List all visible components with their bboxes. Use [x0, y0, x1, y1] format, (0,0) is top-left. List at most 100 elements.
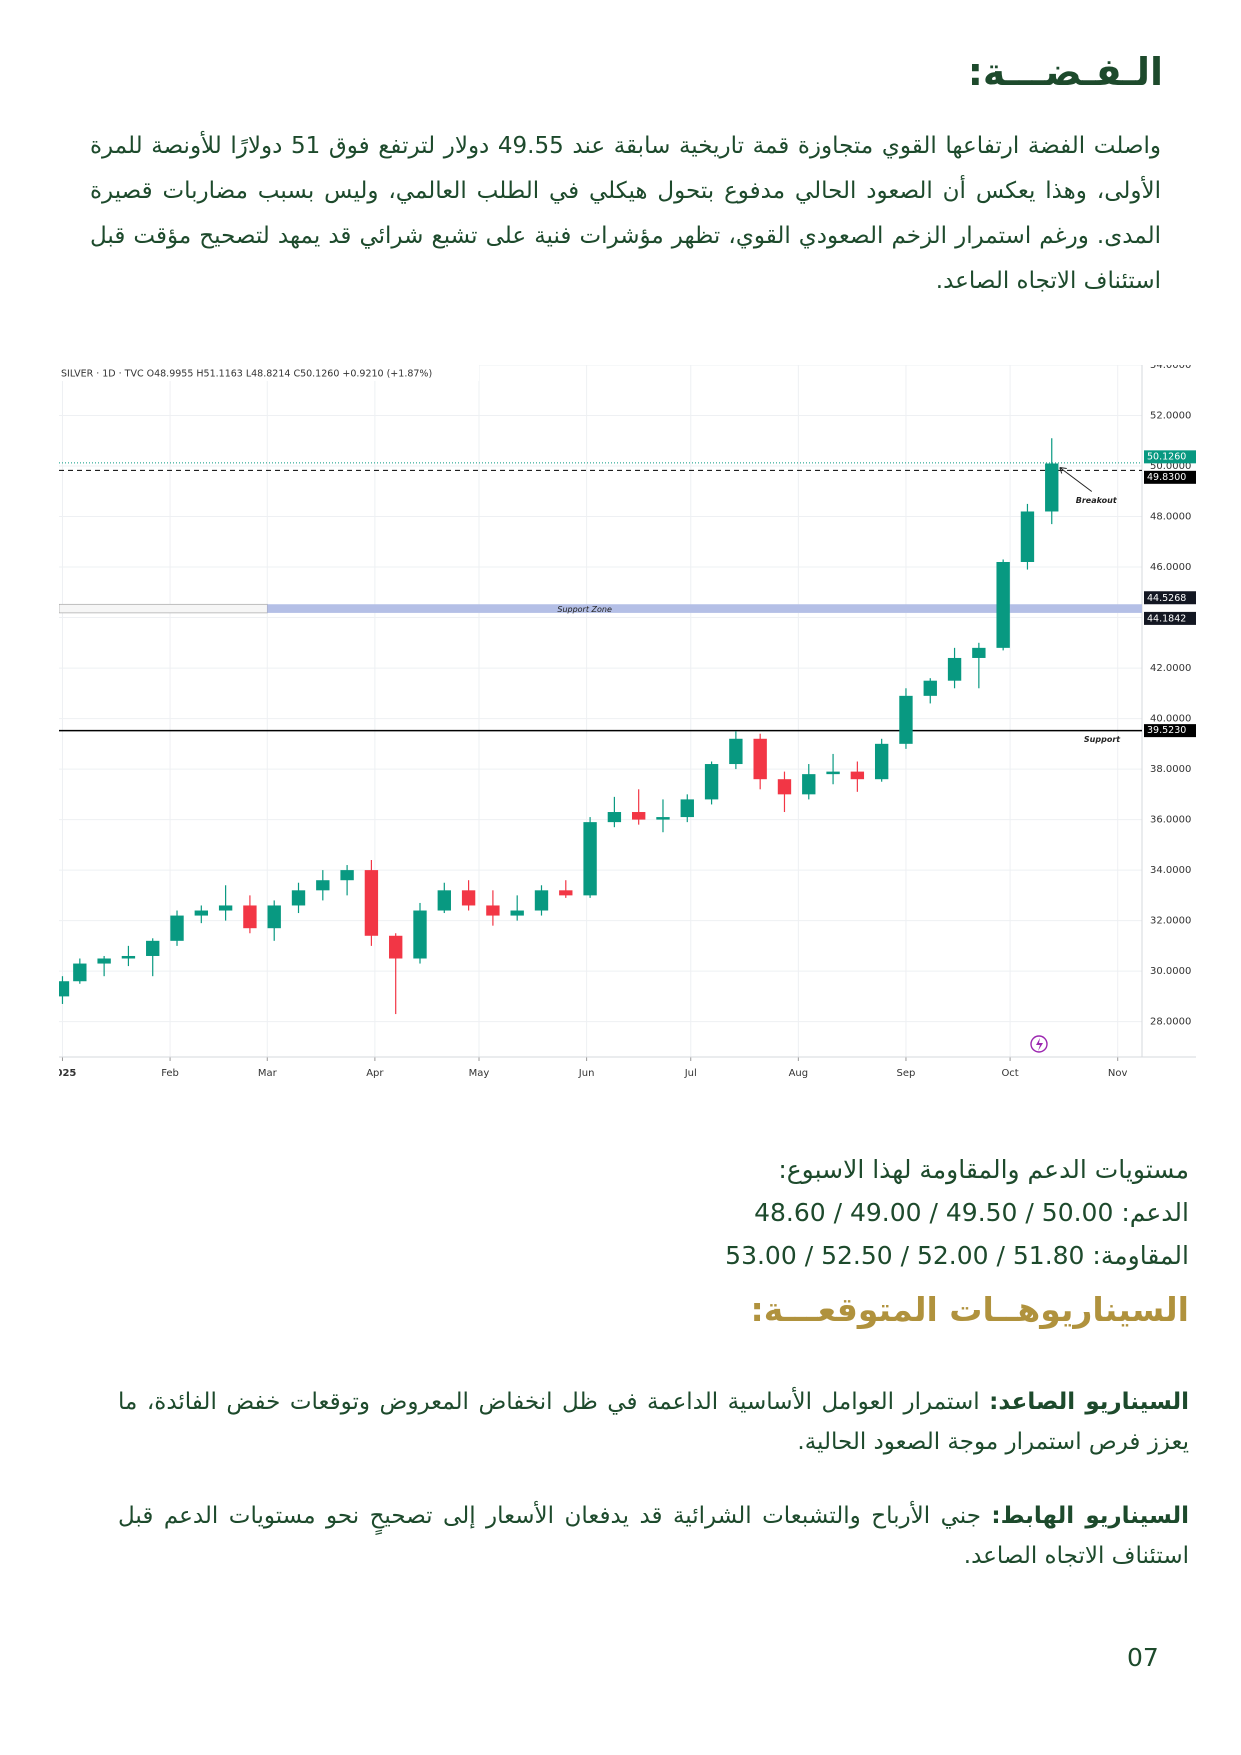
scenario: السيناريو الصاعد: استمرار العوامل الأساس… — [118, 1382, 1189, 1462]
candle-body — [923, 680, 937, 696]
y-tick-label: 42.0000 — [1150, 663, 1191, 674]
scenarios-title: السيناريوهــات المتوقعـــة: — [750, 1290, 1189, 1329]
scenario: السيناريو الهابط: جني الأرباح والتشبعات … — [118, 1496, 1189, 1576]
candle-body — [850, 771, 865, 780]
support-levels: الدعم: 50.00 / 49.50 / 49.00 / 48.60 — [754, 1198, 1189, 1227]
candle-body — [632, 812, 646, 820]
price-label-box — [1144, 591, 1196, 605]
candlestick-chart: 28.0000 30.0000 32.0000 34.0000 36.0000 38.00… — [59, 365, 1196, 1087]
candle-body — [559, 890, 573, 896]
candle-body — [802, 774, 816, 795]
legend-background — [59, 365, 479, 381]
y-tick-label: 30.0000 — [1150, 966, 1191, 977]
candle-body — [972, 647, 986, 658]
candle-body — [753, 738, 767, 780]
y-tick-label: 38.0000 — [1150, 764, 1191, 775]
y-tick-label: 40.0000 — [1150, 714, 1191, 725]
x-tick-label: Mar — [258, 1068, 278, 1079]
candle-body — [146, 940, 160, 956]
y-tick-label: 50.0000 — [1150, 461, 1191, 472]
y-tick-label: 36.0000 — [1150, 815, 1191, 826]
price-label-box — [1144, 450, 1196, 464]
y-tick-label: 54.0000 — [1150, 365, 1191, 371]
intro-paragraph: واصلت الفضة ارتفاعها القوي متجاوزة قمة ت… — [90, 133, 1161, 294]
price-label-box — [1144, 611, 1196, 625]
scenario-text: جني الأرباح والتشبعات الشرائية قد يدفعان… — [118, 1503, 1189, 1569]
candle-body — [1045, 463, 1059, 512]
resistance-levels: المقاومة: 51.80 / 52.00 / 52.50 / 53.00 — [725, 1241, 1189, 1270]
candle-body — [267, 905, 281, 929]
scenario-label: السيناريو الصاعد: — [989, 1389, 1189, 1415]
price-label-box — [1144, 724, 1196, 738]
scenario-label: السيناريو الهابط: — [991, 1503, 1189, 1529]
price-label-text: 50.1260 — [1147, 451, 1186, 462]
price-label-text: 44.1842 — [1147, 613, 1186, 624]
x-tick-label: Apr — [366, 1068, 384, 1079]
levels-title: مستويات الدعم والمقاومة لهذا الاسبوع: — [778, 1155, 1189, 1184]
candle-body — [59, 981, 70, 997]
candle-body — [1020, 511, 1035, 562]
x-tick-label: Jun — [578, 1068, 595, 1079]
candle-body — [170, 915, 184, 941]
candle-body — [874, 743, 889, 780]
chart-legend: SILVER · 1D · TVC O48.9955 H51.1163 L48.… — [61, 369, 432, 380]
candle-body — [656, 817, 670, 820]
level-label: Support — [1084, 735, 1121, 744]
candle-body — [461, 890, 476, 906]
candle-body — [121, 955, 136, 959]
y-tick-label: 52.0000 — [1150, 411, 1191, 422]
breakout-label: Breakout — [1076, 496, 1118, 505]
zone-label: Support Zone — [557, 605, 612, 614]
candle-body — [947, 657, 962, 681]
x-tick-label: Nov — [1108, 1068, 1128, 1079]
zone-left — [59, 603, 268, 614]
candle-body — [680, 799, 694, 818]
candle-body — [704, 764, 719, 800]
x-tick-label: May — [469, 1068, 490, 1079]
x-tick-label: Aug — [789, 1068, 809, 1079]
event-icon-bolt — [1036, 1038, 1043, 1051]
candle-body — [389, 935, 403, 959]
candle-body — [486, 905, 500, 916]
y-tick-label: 32.0000 — [1150, 916, 1191, 927]
candle-body — [777, 779, 792, 795]
price-label-box — [1144, 470, 1196, 484]
y-tick-label: 48.0000 — [1150, 512, 1191, 523]
breakout-arrow — [1059, 467, 1093, 492]
chart-background — [59, 365, 1196, 1087]
support-zone — [267, 604, 1142, 613]
candle-body — [437, 890, 451, 911]
x-tick-label: Sep — [897, 1068, 916, 1079]
event-icon — [1030, 1035, 1048, 1053]
scenario-text: استمرار العوامل الأساسية الداعمة في ظل ا… — [118, 1389, 1189, 1455]
candle-body — [316, 880, 330, 891]
candle-body — [899, 695, 913, 744]
candle-body — [243, 905, 257, 929]
x-tick-label: Feb — [161, 1068, 179, 1079]
candle-body — [413, 910, 427, 959]
price-label-text: 44.5268 — [1147, 593, 1186, 604]
candle-body — [364, 870, 379, 936]
price-label: 44.1842 — [1144, 611, 1196, 625]
x-tick-label: 2025 — [59, 1068, 76, 1079]
candle-body — [534, 890, 549, 911]
x-tick-label: Oct — [1001, 1068, 1018, 1079]
price-label-text: 49.8300 — [1147, 472, 1186, 483]
candle-body — [73, 963, 87, 982]
candle-body — [97, 958, 111, 964]
y-tick-label: 34.0000 — [1150, 865, 1191, 876]
candle-body — [340, 870, 354, 881]
x-tick-label: Jul — [684, 1068, 697, 1079]
price-label: 44.5268 — [1144, 591, 1196, 605]
candle-body — [510, 910, 524, 916]
candle-body — [729, 738, 743, 765]
candle-body — [194, 910, 208, 916]
section-title: الـفـضـــة: — [967, 50, 1163, 94]
page-number: 07 — [1127, 1643, 1159, 1672]
y-tick-label: 28.0000 — [1150, 1017, 1191, 1028]
levels-block: مستويات الدعم والمقاومة لهذا الاسبوع: ال… — [725, 1148, 1189, 1277]
candle-body — [218, 905, 233, 911]
y-tick-label: 46.0000 — [1150, 562, 1191, 573]
